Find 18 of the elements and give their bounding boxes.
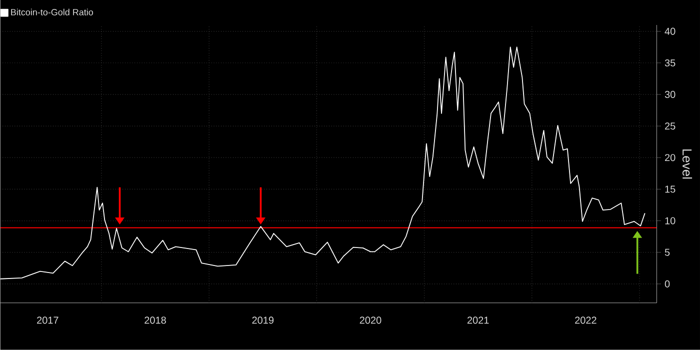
y-tick-label: 35 — [664, 59, 676, 66]
y-tick-label: 10 — [665, 217, 676, 224]
y-tick-label: 20 — [665, 154, 676, 162]
y-tick-label: 30 — [664, 91, 676, 98]
x-tick-label: 2021 — [467, 316, 489, 324]
line-series — [0, 46, 646, 280]
y-tick-label: 5 — [664, 248, 670, 256]
x-tick-label: 2018 — [144, 316, 166, 324]
y-tick-label: 40 — [664, 28, 676, 35]
x-tick-label: 2022 — [575, 316, 596, 324]
y-tick-label: 15 — [665, 186, 676, 193]
x-tick-label: 2020 — [360, 316, 382, 324]
x-tick-label: 2017 — [37, 316, 58, 324]
y-tick-label: 0 — [664, 280, 670, 288]
y-tick-label: 25 — [665, 122, 676, 130]
y-axis-title: Level — [682, 150, 692, 179]
x-tick-label: 2019 — [252, 316, 274, 324]
legend-label: Bitcoin-to-Gold Ratio — [11, 8, 94, 16]
